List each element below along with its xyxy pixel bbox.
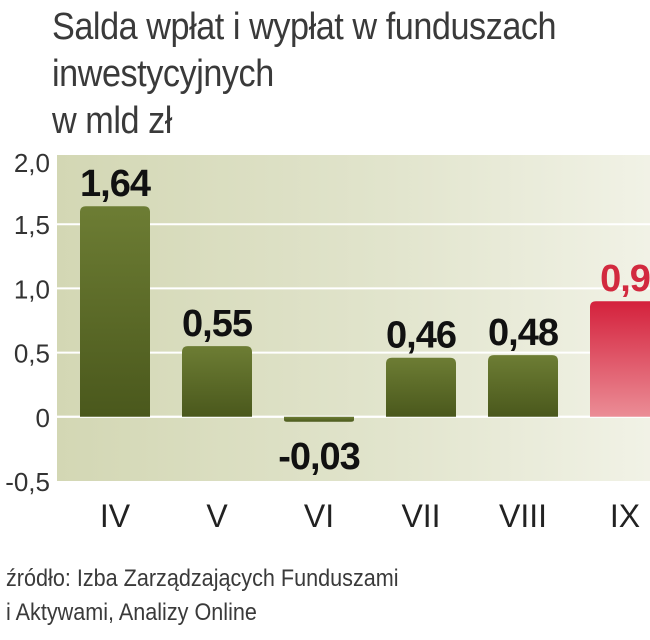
- source-note: źródło: Izba Zarządzających Funduszami i…: [6, 562, 399, 630]
- bar-VI: [284, 416, 354, 422]
- bars: [80, 206, 650, 422]
- value-label: -0,03: [278, 436, 360, 478]
- y-tick-label: 2,0: [14, 150, 50, 178]
- x-tick-label: IX: [610, 498, 640, 534]
- bar-IV: [80, 206, 150, 417]
- x-tick-label: VIII: [499, 498, 547, 534]
- bar-VIII: [488, 355, 558, 417]
- value-labels: 1,64 0,55 -0,03 0,46 0,48 0,9: [80, 163, 650, 478]
- source-line-2: i Aktywami, Analizy Online: [6, 599, 257, 626]
- y-tick-label: 0: [36, 403, 50, 433]
- y-tick-label: 1,5: [14, 210, 50, 240]
- chart-title: Salda wpłat i wypłat w funduszach inwest…: [52, 4, 583, 145]
- y-axis-ticks: 2,0 1,5 1,0 0,5 0 -0,5: [5, 150, 50, 497]
- y-tick-label: 1,0: [14, 274, 50, 304]
- plot-background: [57, 155, 650, 481]
- x-tick-label: IV: [100, 498, 131, 534]
- source-line-1: źródło: Izba Zarządzających Funduszami: [6, 565, 399, 592]
- value-label: 0,9: [600, 258, 650, 300]
- value-label: 0,48: [488, 312, 558, 354]
- bar-V: [182, 346, 252, 417]
- bar-VII: [386, 357, 456, 417]
- x-tick-label: VI: [304, 498, 334, 534]
- chart-title-line-3: w mld zł: [52, 100, 172, 142]
- chart-title-line-1: Salda wpłat i wypłat w funduszach: [52, 6, 557, 48]
- bar-chart: 2,0 1,5 1,0 0,5 0 -0,5 1,64 0,55 -0,03 0,46 0,48 0…: [5, 150, 650, 534]
- value-label: 0,46: [386, 315, 456, 357]
- bar-IX: [590, 301, 650, 417]
- x-tick-label: V: [206, 498, 228, 534]
- y-tick-label: -0,5: [5, 467, 50, 497]
- x-tick-label: VII: [401, 498, 440, 534]
- y-tick-label: 0,5: [14, 339, 50, 369]
- chart-title-line-2: inwestycyjnych: [52, 53, 274, 95]
- value-label: 1,64: [80, 163, 151, 205]
- value-label: 0,55: [182, 303, 253, 345]
- x-axis-labels: IV V VI VII VIII IX: [100, 498, 640, 534]
